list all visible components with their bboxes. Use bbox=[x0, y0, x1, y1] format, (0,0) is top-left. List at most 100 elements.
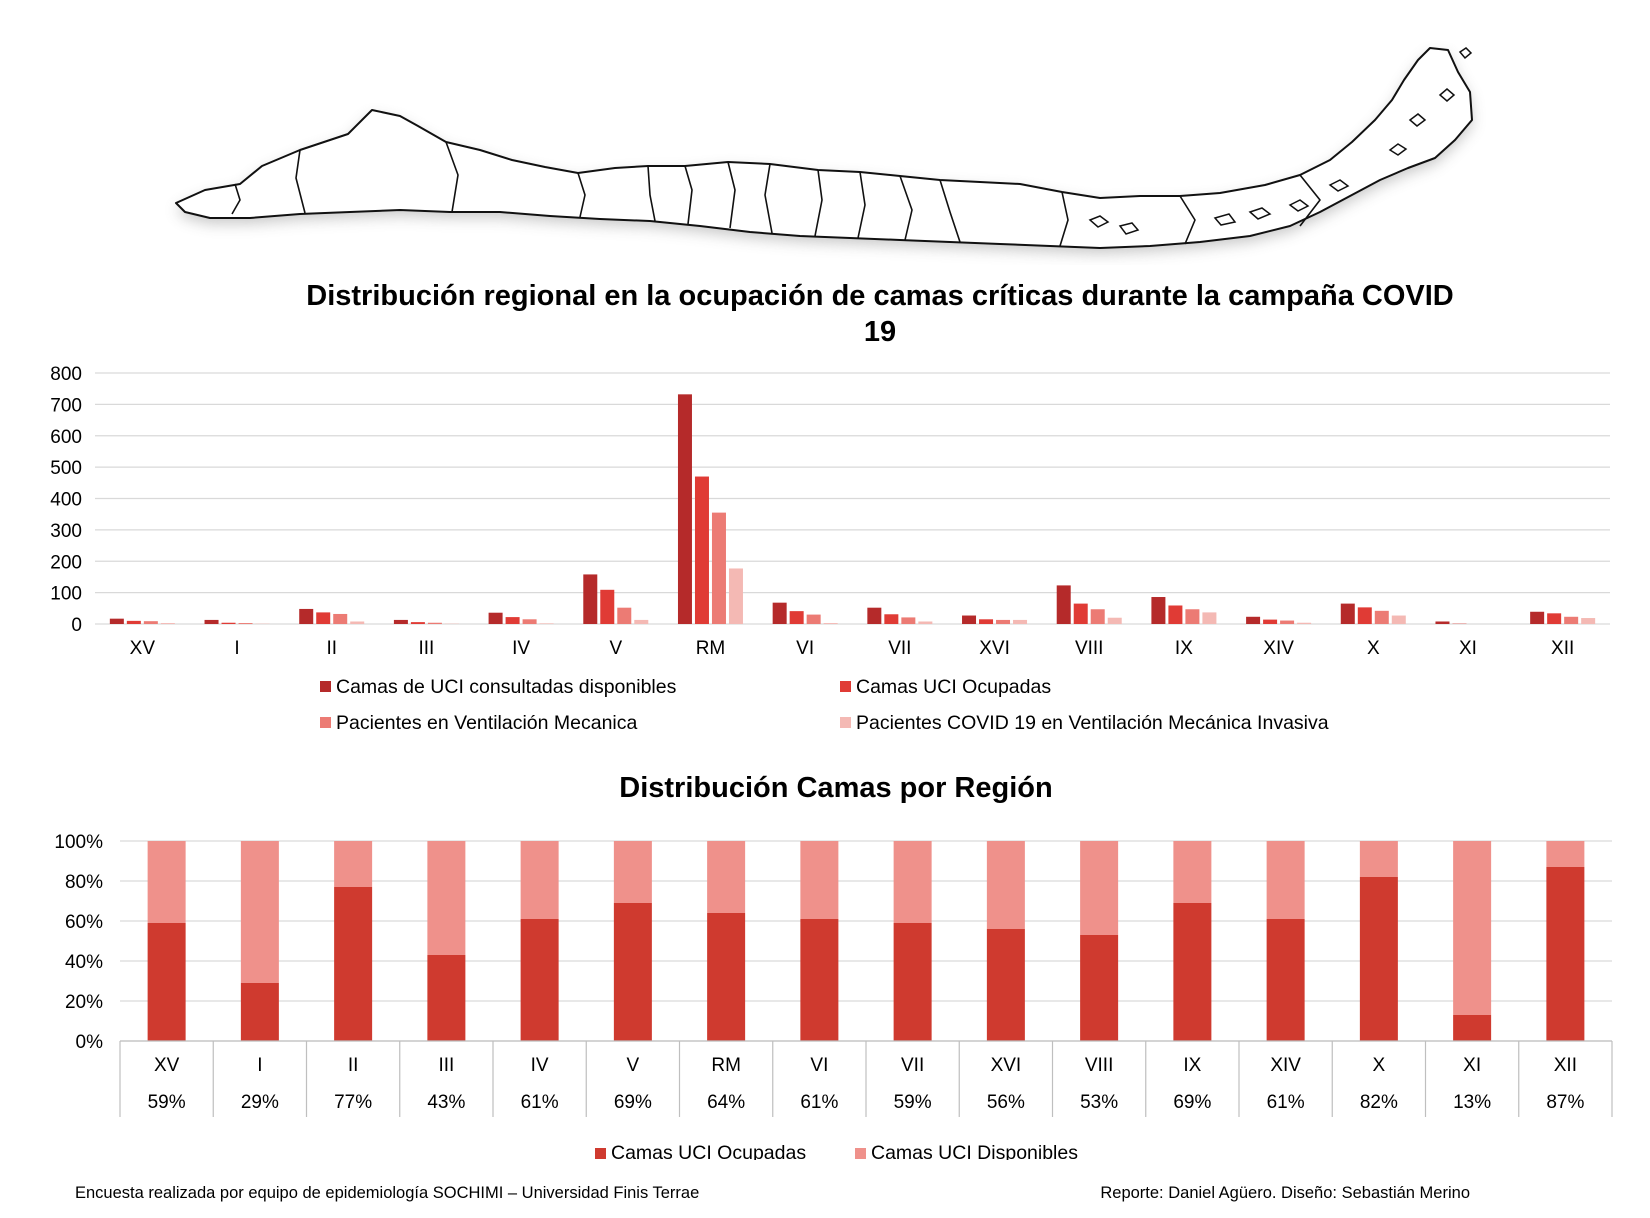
chart2-table-value: 61% bbox=[1267, 1092, 1305, 1113]
chart1-bar bbox=[1547, 613, 1562, 624]
chart1-bar bbox=[979, 619, 994, 624]
chart2-table-value: 61% bbox=[800, 1092, 838, 1113]
chart1-bar bbox=[1151, 597, 1166, 624]
chart2-bar-occupied bbox=[707, 913, 746, 1041]
chart1-xtick-label: IX bbox=[1175, 638, 1193, 659]
chart1-bar bbox=[867, 607, 882, 624]
chart2-bar-occupied bbox=[893, 923, 932, 1041]
chart2-xtick-label: XV bbox=[154, 1055, 180, 1076]
chart2-xtick-label: X bbox=[1373, 1055, 1386, 1076]
chart2-bar-available bbox=[520, 841, 559, 919]
chart2-ytick-label: 0% bbox=[76, 1032, 104, 1053]
chart2-table-value: 59% bbox=[148, 1092, 186, 1113]
chart1-legend-label: Pacientes COVID 19 en Ventilación Mecáni… bbox=[856, 712, 1329, 734]
chart1-xtick-label: XIV bbox=[1263, 638, 1294, 659]
chart2-legend-label: Camas UCI Disponibles bbox=[871, 1142, 1078, 1160]
footer-credits: Reporte: Daniel Agüero. Diseño: Sebastiá… bbox=[1100, 1184, 1470, 1202]
chart1-xtick-label: I bbox=[234, 638, 239, 659]
chart1-bar bbox=[1374, 610, 1389, 624]
chart1-bar bbox=[1090, 609, 1105, 624]
chart2-xtick-label: VI bbox=[810, 1055, 828, 1076]
chart1-title: Distribución regional en la ocupación de… bbox=[306, 280, 1453, 312]
chart2-table-value: 87% bbox=[1546, 1092, 1584, 1113]
chart1-bar bbox=[333, 613, 348, 624]
chart1-bar bbox=[160, 623, 175, 624]
chart2-table-value: 43% bbox=[427, 1092, 465, 1113]
chart2-bar-available bbox=[240, 841, 279, 983]
chart1-bar bbox=[299, 608, 314, 624]
chart1-bar bbox=[728, 568, 743, 624]
chart1-xtick-label: RM bbox=[696, 638, 726, 659]
chart1-bar bbox=[539, 623, 554, 624]
chart1-ytick-label: 500 bbox=[50, 458, 82, 479]
chart2-xtick-label: V bbox=[627, 1055, 640, 1076]
chart1-bar bbox=[126, 620, 141, 624]
chart2-xtick-label: VIII bbox=[1085, 1055, 1114, 1076]
chart1-ytick-label: 100 bbox=[50, 584, 82, 605]
chart1-bar bbox=[996, 619, 1011, 624]
chart2-bar-occupied bbox=[1359, 877, 1398, 1041]
chart2-bar-available bbox=[1173, 841, 1212, 903]
chart1-xtick-label: II bbox=[326, 638, 337, 659]
chart1-ytick-label: 0 bbox=[71, 615, 82, 636]
chart1-bar bbox=[1435, 621, 1450, 624]
chart1-bar bbox=[1246, 616, 1261, 624]
chart2-bar-occupied bbox=[1546, 867, 1585, 1041]
chart2-xtick-label: III bbox=[438, 1055, 454, 1076]
chart2-table-value: 64% bbox=[707, 1092, 745, 1113]
chart2-ytick-label: 60% bbox=[65, 912, 103, 933]
chart2-table-value: 77% bbox=[334, 1092, 372, 1113]
chart1-bar bbox=[488, 612, 503, 624]
chart2-bar-available bbox=[1453, 841, 1492, 1015]
chart2-bar-available bbox=[986, 841, 1025, 929]
chart1-ytick-label: 400 bbox=[50, 490, 82, 511]
grouped-bar-chart: Distribución regional en la ocupación de… bbox=[0, 265, 1650, 755]
chart1-bar bbox=[583, 574, 598, 624]
chart2-legend-swatch bbox=[595, 1148, 606, 1159]
chart2-bar-available bbox=[427, 841, 466, 955]
chart1-bar bbox=[617, 607, 632, 624]
chart1-bar bbox=[711, 512, 726, 624]
chart1-bar bbox=[1202, 612, 1217, 624]
chart2-bar-occupied bbox=[800, 919, 839, 1041]
chart2-bar-available bbox=[707, 841, 746, 913]
chart1-bar bbox=[393, 619, 408, 624]
chart2-table-value: 56% bbox=[987, 1092, 1025, 1113]
chart2-bar-available bbox=[613, 841, 652, 903]
chart2-bar-available bbox=[1266, 841, 1305, 919]
chart1-bar bbox=[316, 612, 331, 624]
chart1-ytick-label: 700 bbox=[50, 395, 82, 416]
chart2-bar-available bbox=[334, 841, 373, 887]
chart1-bar bbox=[1280, 620, 1295, 624]
chart1-xtick-label: XI bbox=[1459, 638, 1477, 659]
chart1-bar bbox=[204, 619, 219, 624]
chart2-bar-occupied bbox=[334, 887, 373, 1041]
chart2-table-value: 82% bbox=[1360, 1092, 1398, 1113]
chart2-legend-swatch bbox=[855, 1148, 866, 1159]
chart1-bar bbox=[1185, 609, 1200, 624]
chart1-xtick-label: X bbox=[1367, 638, 1380, 659]
chart2-bar-available bbox=[1359, 841, 1398, 877]
chart1-bar bbox=[694, 476, 709, 624]
chart1-bar bbox=[1168, 605, 1183, 624]
chart2-xtick-label: IX bbox=[1183, 1055, 1201, 1076]
chart1-legend-swatch bbox=[840, 717, 851, 728]
chart2-table-value: 59% bbox=[894, 1092, 932, 1113]
chart1-xtick-label: XII bbox=[1551, 638, 1574, 659]
chart1-xtick-label: III bbox=[418, 638, 434, 659]
chart1-bar bbox=[522, 619, 537, 624]
chart2-xtick-label: IV bbox=[531, 1055, 549, 1076]
chart1-xtick-label: IV bbox=[512, 638, 530, 659]
chart1-ytick-label: 800 bbox=[50, 364, 82, 385]
chart2-xtick-label: XI bbox=[1463, 1055, 1481, 1076]
chart1-bar bbox=[1107, 617, 1122, 624]
chart1-bar bbox=[1564, 616, 1579, 624]
chart2-ytick-label: 100% bbox=[54, 832, 103, 853]
chart1-bar bbox=[918, 621, 933, 624]
chart1-xtick-label: XV bbox=[130, 638, 156, 659]
chart2-bar-occupied bbox=[1080, 935, 1119, 1041]
chart1-bar bbox=[634, 619, 649, 624]
chart1-bar bbox=[1263, 619, 1278, 624]
chart2-xtick-label: XIV bbox=[1270, 1055, 1301, 1076]
chart1-bar bbox=[806, 614, 821, 624]
